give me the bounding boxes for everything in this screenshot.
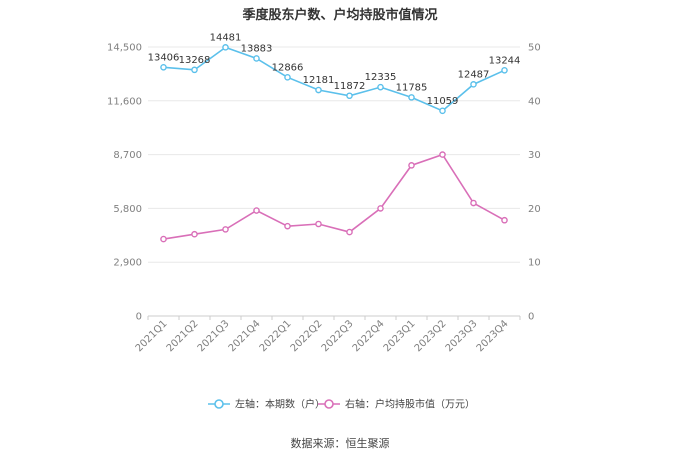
left-axis: 0 2,900 5,800 8,700 11,600 14,500 <box>107 43 142 323</box>
data-label: 13883 <box>241 43 273 54</box>
data-label: 12335 <box>365 72 397 83</box>
data-label: 14481 <box>210 32 242 43</box>
data-point[interactable] <box>346 228 353 236</box>
right-tick-label: 20 <box>528 204 541 215</box>
legend-item[interactable]: 左轴：本期数（户） <box>208 398 325 411</box>
data-point[interactable] <box>470 81 477 88</box>
data-point[interactable] <box>408 94 415 101</box>
legend-label: 右轴：户均持股市值（万元） <box>345 398 475 411</box>
data-label: 11785 <box>396 82 428 93</box>
series-line <box>163 46 505 112</box>
x-axis: 2021Q12021Q22021Q32021Q42022Q12022Q22022… <box>134 315 521 354</box>
data-point[interactable] <box>439 107 446 115</box>
x-tick-label: 2023Q3 <box>444 318 480 354</box>
data-point[interactable] <box>253 55 260 62</box>
legend[interactable]: 左轴：本期数（户） 右轴：户均持股市值（万元） <box>208 398 475 411</box>
data-label: 11872 <box>334 81 366 92</box>
x-tick-label: 2023Q4 <box>475 318 511 354</box>
data-point[interactable] <box>470 199 477 207</box>
x-tick-label: 2021Q1 <box>134 318 170 354</box>
data-point[interactable] <box>191 230 198 238</box>
x-tick-label: 2021Q4 <box>227 318 263 354</box>
right-tick-label: 30 <box>528 150 541 161</box>
data-point[interactable] <box>253 207 260 214</box>
left-tick-label: 11,600 <box>107 96 142 107</box>
left-tick-label: 8,700 <box>113 150 142 161</box>
x-tick-label: 2022Q4 <box>351 318 387 354</box>
data-point[interactable] <box>284 74 291 81</box>
x-tick-label: 2023Q2 <box>413 318 449 354</box>
legend-marker <box>324 399 334 409</box>
data-point[interactable] <box>222 44 229 51</box>
data-point[interactable] <box>439 151 446 158</box>
data-label: 11059 <box>427 96 459 107</box>
data-label: 12487 <box>458 69 490 80</box>
data-label: 13244 <box>489 55 521 66</box>
data-label: 12181 <box>303 75 335 86</box>
chart-title: 季度股东户数、户均持股市值情况 <box>241 7 437 23</box>
right-tick-label: 40 <box>528 96 541 107</box>
left-tick-label: 14,500 <box>107 43 142 54</box>
data-point[interactable] <box>377 205 384 212</box>
data-point[interactable] <box>160 235 167 243</box>
right-tick-label: 50 <box>528 43 541 54</box>
data-point[interactable] <box>408 162 415 169</box>
right-axis: 0 10 20 30 40 50 <box>528 43 541 323</box>
x-tick-label: 2022Q2 <box>289 318 325 354</box>
left-tick-label: 5,800 <box>113 204 142 215</box>
x-tick-label: 2022Q1 <box>258 318 294 354</box>
left-tick-label: 2,900 <box>113 258 142 269</box>
data-point[interactable] <box>346 92 353 100</box>
right-tick-label: 10 <box>528 258 541 269</box>
left-tick-label: 0 <box>136 312 142 323</box>
data-point[interactable] <box>222 226 229 233</box>
data-point[interactable] <box>315 220 322 228</box>
legend-marker <box>214 399 224 409</box>
data-label: 13406 <box>148 52 180 63</box>
data-point[interactable] <box>315 86 322 94</box>
x-tick-label: 2023Q1 <box>382 318 418 354</box>
x-tick-label: 2021Q2 <box>165 318 201 354</box>
data-point[interactable] <box>501 216 508 224</box>
data-point[interactable] <box>377 83 384 91</box>
x-tick-label: 2021Q3 <box>196 318 232 354</box>
data-label: 12866 <box>272 62 304 73</box>
data-point[interactable] <box>284 222 291 230</box>
data-point[interactable] <box>160 63 167 71</box>
legend-item[interactable]: 右轴：户均持股市值（万元） <box>318 398 475 411</box>
source-text: 数据来源：恒生聚源 <box>291 436 390 450</box>
legend-label: 左轴：本期数（户） <box>235 398 325 411</box>
data-point[interactable] <box>191 66 198 74</box>
series-line <box>163 153 505 240</box>
x-tick-label: 2022Q3 <box>320 318 356 354</box>
data-point[interactable] <box>501 67 508 74</box>
right-tick-label: 0 <box>528 312 534 323</box>
data-label: 13268 <box>179 55 211 66</box>
